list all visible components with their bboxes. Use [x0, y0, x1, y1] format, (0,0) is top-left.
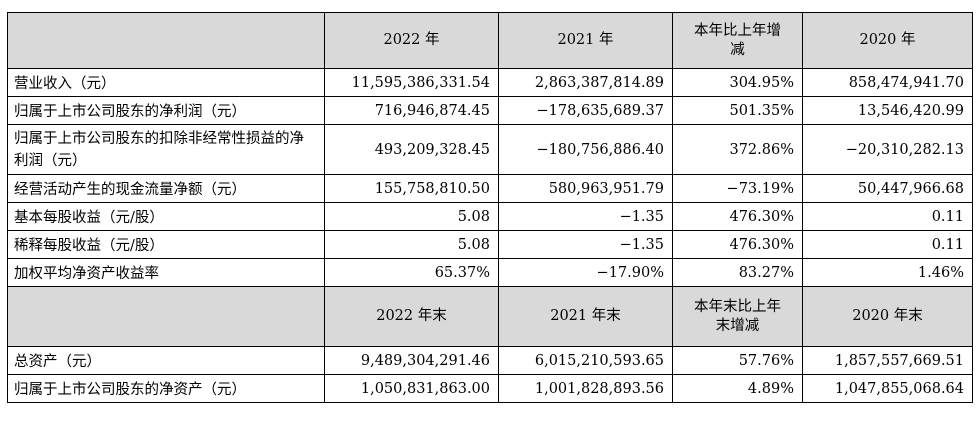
value-2021: 2,863,387,814.89	[498, 68, 673, 97]
value-2020: 1.46%	[802, 258, 973, 287]
value-2020: 1,047,855,068.64	[802, 374, 973, 403]
value-2022: 9,489,304,291.46	[324, 346, 499, 375]
row-label: 加权平均净资产收益率	[7, 258, 325, 287]
value-2022: 5.08	[324, 202, 499, 231]
value-2020: 13,546,420.99	[802, 96, 973, 125]
value-2022: 65.37%	[324, 258, 499, 287]
value-2021: −178,635,689.37	[498, 96, 673, 125]
header-2020-end: 2020 年末	[802, 286, 973, 347]
value-2020: 0.11	[802, 230, 973, 259]
value-change: 372.86%	[672, 124, 803, 175]
value-2021: −17.90%	[498, 258, 673, 287]
header-2020: 2020 年	[802, 12, 973, 69]
table-header-row: 2022 年末 2021 年末 本年末比上年末增减 2020 年末	[7, 286, 973, 347]
header-change: 本年比上年增减	[672, 12, 803, 69]
header-2021-end: 2021 年末	[498, 286, 673, 347]
value-change: −73.19%	[672, 174, 803, 203]
header-2021: 2021 年	[498, 12, 673, 69]
table-row: 总资产（元） 9,489,304,291.46 6,015,210,593.65…	[7, 346, 973, 375]
value-2020: 858,474,941.70	[802, 68, 973, 97]
value-2021: 580,963,951.79	[498, 174, 673, 203]
table-row: 稀释每股收益（元/股） 5.08 −1.35 476.30% 0.11	[7, 230, 973, 259]
value-change: 83.27%	[672, 258, 803, 287]
row-label: 归属于上市公司股东的净资产（元）	[7, 374, 325, 403]
table-header-row: 2022 年 2021 年 本年比上年增减 2020 年	[7, 12, 973, 69]
value-2021: −1.35	[498, 202, 673, 231]
value-2020: −20,310,282.13	[802, 124, 973, 175]
value-2022: 716,946,874.45	[324, 96, 499, 125]
value-2022: 5.08	[324, 230, 499, 259]
value-2020: 50,447,966.68	[802, 174, 973, 203]
value-2022: 1,050,831,863.00	[324, 374, 499, 403]
value-2022: 155,758,810.50	[324, 174, 499, 203]
value-change: 4.89%	[672, 374, 803, 403]
financial-data-table: 2022 年 2021 年 本年比上年增减 2020 年 营业收入（元） 11,…	[7, 12, 973, 403]
row-label: 基本每股收益（元/股）	[7, 202, 325, 231]
value-change: 501.35%	[672, 96, 803, 125]
row-label: 归属于上市公司股东的扣除非经常性损益的净利润（元）	[7, 124, 325, 175]
value-2021: 6,015,210,593.65	[498, 346, 673, 375]
value-change: 304.95%	[672, 68, 803, 97]
header-2022: 2022 年	[324, 12, 499, 69]
value-change: 476.30%	[672, 230, 803, 259]
header-blank-cell	[7, 12, 325, 69]
value-2020: 0.11	[802, 202, 973, 231]
table-row: 加权平均净资产收益率 65.37% −17.90% 83.27% 1.46%	[7, 258, 973, 287]
value-2020: 1,857,557,669.51	[802, 346, 973, 375]
table-row: 归属于上市公司股东的净利润（元） 716,946,874.45 −178,635…	[7, 96, 973, 125]
value-2022: 493,209,328.45	[324, 124, 499, 175]
value-2022: 11,595,386,331.54	[324, 68, 499, 97]
table-row: 营业收入（元） 11,595,386,331.54 2,863,387,814.…	[7, 68, 973, 97]
header-2022-end: 2022 年末	[324, 286, 499, 347]
table-row: 经营活动产生的现金流量净额（元） 155,758,810.50 580,963,…	[7, 174, 973, 203]
row-label: 稀释每股收益（元/股）	[7, 230, 325, 259]
header-change-end: 本年末比上年末增减	[672, 286, 803, 347]
value-change: 57.76%	[672, 346, 803, 375]
row-label: 营业收入（元）	[7, 68, 325, 97]
value-2021: −180,756,886.40	[498, 124, 673, 175]
row-label: 总资产（元）	[7, 346, 325, 375]
table-row: 归属于上市公司股东的净资产（元） 1,050,831,863.00 1,001,…	[7, 374, 973, 403]
table-row: 归属于上市公司股东的扣除非经常性损益的净利润（元） 493,209,328.45…	[7, 124, 973, 175]
header-blank-cell	[7, 286, 325, 347]
value-2021: 1,001,828,893.56	[498, 374, 673, 403]
table-row: 基本每股收益（元/股） 5.08 −1.35 476.30% 0.11	[7, 202, 973, 231]
value-2021: −1.35	[498, 230, 673, 259]
value-change: 476.30%	[672, 202, 803, 231]
row-label: 经营活动产生的现金流量净额（元）	[7, 174, 325, 203]
row-label: 归属于上市公司股东的净利润（元）	[7, 96, 325, 125]
